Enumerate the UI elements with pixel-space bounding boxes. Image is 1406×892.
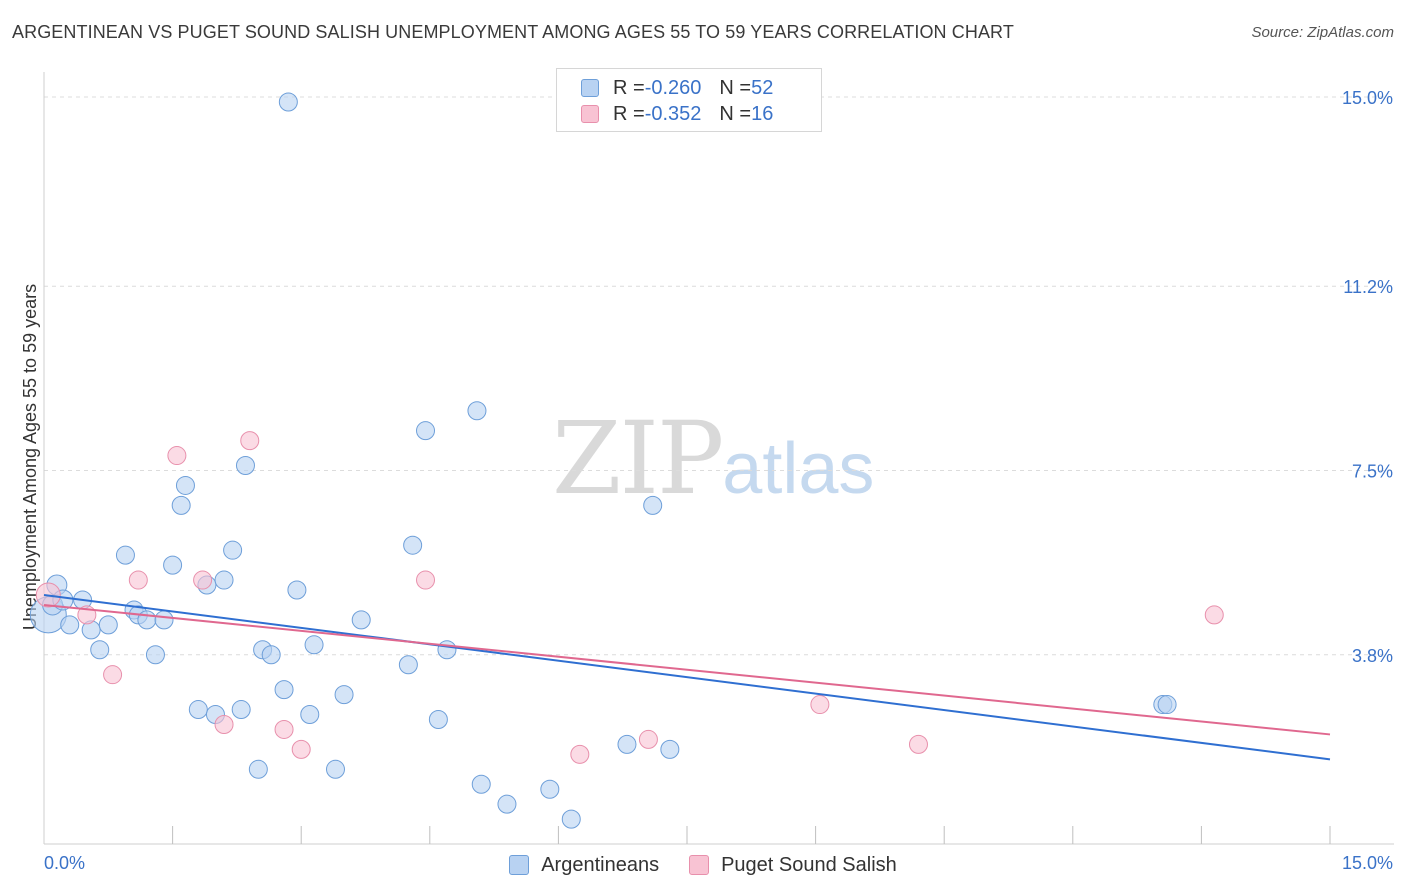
legend-r-label: R = bbox=[613, 76, 645, 99]
salish-point bbox=[274, 719, 294, 739]
argentinean-point bbox=[235, 456, 255, 476]
argentinean-point bbox=[403, 535, 423, 555]
series-legend: Argentineans Puget Sound Salish bbox=[0, 851, 1406, 879]
salish-point bbox=[103, 665, 123, 685]
argentinean-point bbox=[98, 615, 118, 635]
argentinean-point bbox=[497, 794, 517, 814]
argentinean-point bbox=[467, 401, 487, 421]
argentinean-point bbox=[163, 555, 183, 575]
argentinean-point bbox=[334, 685, 354, 705]
correlation-legend: R = -0.260 N = 52 R = -0.352 N = 16 bbox=[556, 68, 822, 132]
legend-item-argentineans: Argentineans bbox=[509, 851, 659, 879]
argentinean-point bbox=[278, 92, 298, 112]
argentinean-point bbox=[416, 421, 436, 441]
salish-point bbox=[167, 446, 187, 466]
argentinean-point bbox=[154, 610, 174, 630]
salish-point bbox=[128, 570, 148, 590]
argentinean-point bbox=[223, 540, 243, 560]
y-tick-label: 7.5% bbox=[1352, 462, 1393, 482]
salish-point bbox=[638, 729, 658, 749]
argentinean-point bbox=[471, 774, 491, 794]
legend-r-value: -0.260 bbox=[644, 76, 702, 99]
argentinean-point bbox=[231, 700, 251, 720]
salish-point bbox=[193, 570, 213, 590]
argentinean-point bbox=[287, 580, 307, 600]
x-tick-label: 15.0% bbox=[1342, 853, 1393, 873]
argentinean-point bbox=[261, 645, 281, 665]
salish-point bbox=[416, 570, 436, 590]
argentinean-point bbox=[115, 545, 135, 565]
legend-row-argentineans: R = -0.260 N = 52 bbox=[581, 76, 773, 100]
argentinean-point bbox=[171, 495, 191, 515]
salish-point bbox=[240, 431, 260, 451]
salish-point bbox=[291, 739, 311, 759]
legend-n-label: N = bbox=[719, 102, 752, 125]
argentinean-trendline bbox=[43, 594, 1331, 761]
argentinean-point bbox=[1157, 695, 1177, 715]
argentinean-point bbox=[617, 734, 637, 754]
argentinean-point bbox=[643, 495, 663, 515]
argentinean-point bbox=[60, 615, 80, 635]
argentinean-point bbox=[325, 759, 345, 779]
legend-swatch-salish bbox=[581, 105, 599, 123]
argentinean-point bbox=[660, 739, 680, 759]
argentinean-point bbox=[437, 640, 457, 660]
y-tick-label: 15.0% bbox=[1342, 88, 1393, 108]
argentinean-point bbox=[300, 705, 320, 725]
x-tick-label: 0.0% bbox=[44, 853, 85, 873]
argentinean-point bbox=[175, 475, 195, 495]
legend-r-label: R = bbox=[613, 102, 645, 125]
legend-label-salish: Puget Sound Salish bbox=[721, 853, 897, 876]
chart-title: ARGENTINEAN VS PUGET SOUND SALISH UNEMPL… bbox=[12, 22, 1014, 42]
salish-trendline bbox=[43, 603, 1331, 736]
legend-n-value: 16 bbox=[751, 102, 774, 125]
salish-point bbox=[908, 734, 928, 754]
legend-n-label: N = bbox=[719, 76, 752, 99]
salish-point bbox=[1204, 605, 1224, 625]
y-axis-label: Unemployment Among Ages 55 to 59 years bbox=[20, 284, 40, 630]
salish-point bbox=[810, 695, 830, 715]
argentinean-point bbox=[351, 610, 371, 630]
argentinean-point bbox=[137, 610, 157, 630]
argentinean-point bbox=[398, 655, 418, 675]
legend-label-argentineans: Argentineans bbox=[541, 853, 660, 876]
argentinean-point bbox=[274, 680, 294, 700]
y-tick-label: 11.2% bbox=[1343, 277, 1393, 297]
legend-swatch-argentineans bbox=[581, 79, 599, 97]
salish-point bbox=[214, 714, 234, 734]
argentinean-point bbox=[188, 700, 208, 720]
argentinean-point bbox=[540, 779, 560, 799]
source-label: Source: ZipAtlas.com bbox=[1251, 24, 1394, 41]
legend-row-salish: R = -0.352 N = 16 bbox=[581, 102, 773, 126]
legend-item-salish: Puget Sound Salish bbox=[689, 851, 897, 879]
legend-r-value: -0.352 bbox=[644, 102, 702, 125]
y-tick-label: 3.8% bbox=[1352, 646, 1393, 666]
legend-n-value: 52 bbox=[751, 76, 774, 99]
salish-point bbox=[570, 744, 590, 764]
argentinean-point bbox=[428, 710, 448, 729]
argentinean-point bbox=[304, 635, 324, 655]
argentinean-point bbox=[90, 640, 110, 660]
legend-swatch-argentineans bbox=[509, 855, 530, 875]
argentinean-point bbox=[248, 759, 268, 779]
argentinean-point bbox=[214, 570, 234, 590]
argentinean-point bbox=[145, 645, 165, 665]
legend-swatch-salish bbox=[689, 855, 710, 875]
argentinean-point bbox=[561, 809, 581, 829]
